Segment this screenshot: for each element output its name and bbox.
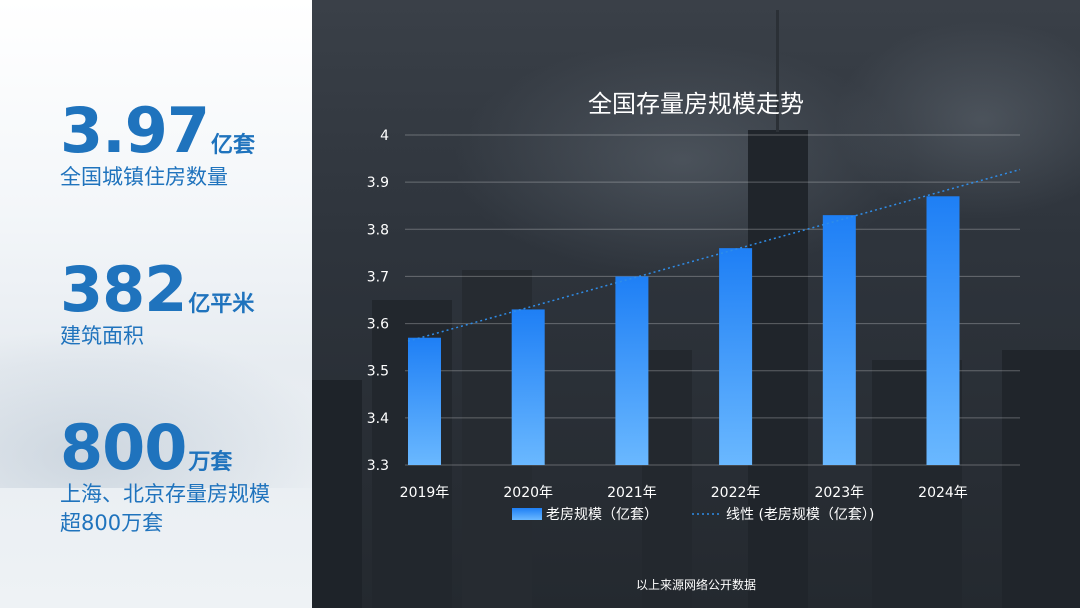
stat-value: 3.97	[60, 94, 210, 167]
y-tick-label: 3.7	[367, 269, 389, 285]
bar	[615, 276, 649, 465]
bar	[822, 215, 856, 465]
bar	[719, 248, 753, 465]
stat-floor-area: 382亿平米 建筑面积	[60, 259, 254, 350]
chart-title: 全国存量房规模走势	[588, 90, 804, 118]
legend-swatch-bar	[512, 508, 542, 520]
stat-housing-count: 3.97亿套 全国城镇住房数量	[60, 100, 255, 191]
mist-background	[0, 328, 312, 488]
stat-description: 上海、北京存量房规模	[60, 482, 270, 506]
stat-city-stock: 800万套 上海、北京存量房规模 超800万套	[60, 417, 270, 537]
building-silhouette	[1002, 350, 1080, 608]
x-tick-label: 2020年	[503, 485, 553, 501]
y-tick-label: 3.6	[367, 317, 389, 333]
building-silhouette	[642, 350, 692, 608]
x-tick-label: 2023年	[814, 485, 864, 501]
stat-unit: 万套	[188, 450, 233, 475]
y-tick-label: 3.5	[367, 364, 389, 380]
x-tick-label: 2022年	[711, 485, 761, 501]
building-silhouette	[312, 380, 362, 608]
stat-description: 建筑面积	[60, 324, 144, 348]
left-panel	[0, 0, 312, 608]
y-tick-label: 3.8	[367, 222, 389, 238]
legend-label-bar: 老房规模（亿套）	[546, 507, 658, 523]
stat-unit: 亿套	[210, 133, 255, 158]
y-tick-label: 3.9	[367, 175, 389, 191]
trendline	[407, 168, 1021, 342]
x-tick-label: 2024年	[918, 485, 968, 501]
stat-description-line2: 超800万套	[60, 511, 164, 535]
x-tick-label: 2019年	[400, 485, 450, 501]
y-tick-label: 3.3	[367, 458, 389, 474]
bar	[926, 196, 960, 465]
y-tick-label: 3.4	[367, 411, 389, 427]
stat-value: 382	[60, 253, 187, 326]
stat-description: 全国城镇住房数量	[60, 165, 228, 189]
bar	[511, 309, 545, 465]
skyscraper-silhouette	[748, 130, 808, 608]
cloud-decoration	[832, 20, 1080, 220]
y-tick-label: 4	[380, 128, 389, 144]
legend-label-trendline: 线性 (老房规模（亿套）)	[726, 507, 874, 523]
source-note: 以上来源网络公开数据	[635, 578, 756, 592]
skyscraper-spire	[776, 10, 779, 132]
stat-unit: 亿平米	[188, 292, 255, 317]
x-tick-label: 2021年	[607, 485, 657, 501]
stat-value: 800	[60, 411, 187, 484]
bar-chart: 3.3 3.4 3.5 3.6 3.7 3.8 3.9 4 2019年 2020年 2021年 20…	[367, 128, 1021, 523]
bar	[408, 337, 441, 465]
